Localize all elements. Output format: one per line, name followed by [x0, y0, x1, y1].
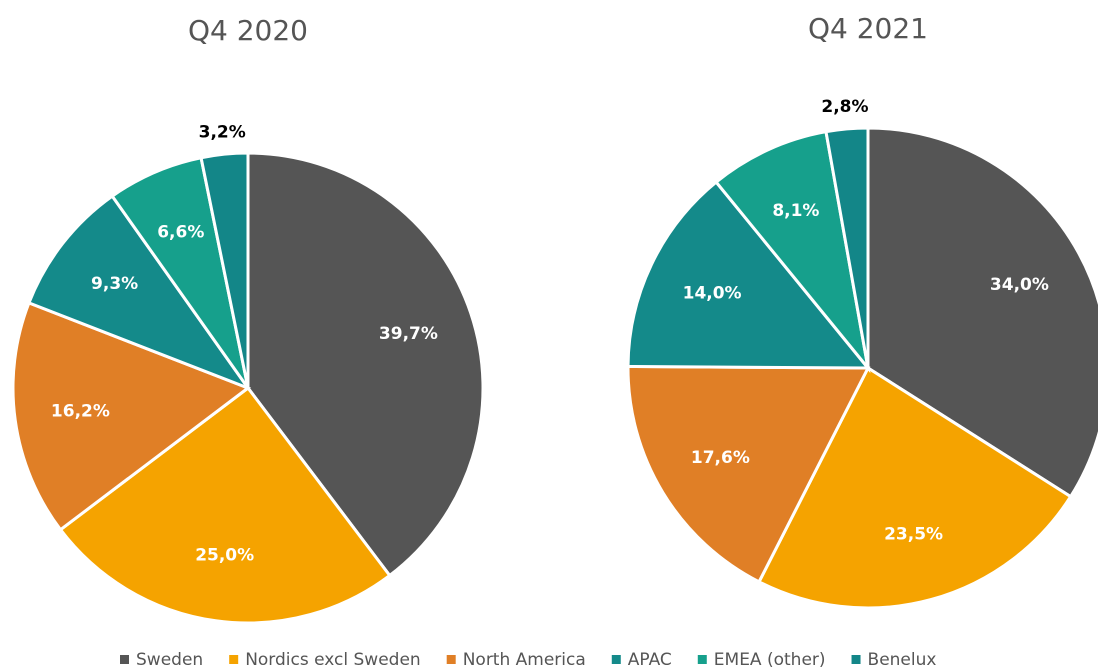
data-label: 23,5% — [884, 525, 943, 545]
legend-swatch — [851, 655, 861, 664]
pie-slice — [11, 300, 252, 532]
pie-slice — [199, 151, 250, 389]
legend-swatch — [697, 655, 707, 664]
legend-swatch — [120, 655, 129, 664]
chart-title: Q4 2021 — [808, 12, 928, 45]
pie-slice — [824, 126, 870, 369]
data-label: 14,0% — [683, 283, 742, 303]
data-label: 16,2% — [51, 401, 110, 421]
data-label: 8,1% — [772, 201, 819, 221]
pie-slice — [626, 180, 872, 370]
data-label: 25,0% — [195, 546, 254, 566]
pie-slice — [246, 151, 485, 578]
data-label: 34,0% — [990, 275, 1049, 295]
legend-label: Nordics excl Sweden — [245, 650, 421, 670]
pie-slice — [626, 364, 871, 584]
legend-label: Benelux — [868, 650, 937, 670]
pie-slice — [58, 385, 392, 625]
data-label: 6,6% — [157, 223, 204, 243]
chart-title: Q4 2020 — [188, 14, 308, 47]
legend-label: North America — [463, 650, 586, 670]
pie-slice — [757, 365, 1073, 610]
legend-swatch — [611, 655, 621, 664]
data-label: 2,8% — [821, 97, 868, 117]
pie-slice — [714, 129, 871, 374]
data-label: 39,7% — [379, 324, 438, 344]
data-label: 9,3% — [91, 274, 138, 294]
legend-label: EMEA (other) — [714, 650, 826, 670]
pie-slice — [27, 194, 253, 392]
data-label: 17,6% — [691, 448, 750, 468]
data-label: 3,2% — [199, 122, 246, 142]
legend-swatch — [446, 655, 456, 664]
legend-swatch — [229, 655, 239, 664]
legend-label: Sweden — [136, 650, 203, 670]
legend-label: APAC — [628, 650, 672, 670]
